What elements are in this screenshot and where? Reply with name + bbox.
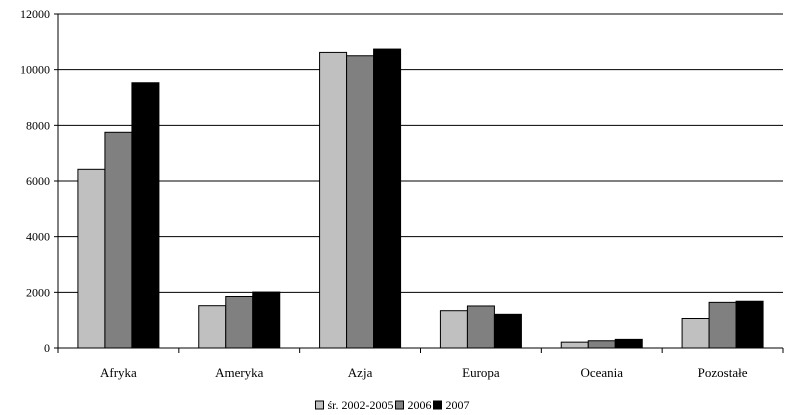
legend-swatch (395, 400, 404, 410)
bar (198, 305, 227, 349)
bar (104, 131, 133, 349)
bar (681, 317, 710, 349)
bar (77, 168, 106, 349)
y-tick-label: 8000 (26, 118, 50, 132)
x-tick-label: Oceania (580, 365, 623, 380)
y-axis-ticks: 0 2000 4000 6000 8000 10000 12000 (20, 7, 58, 355)
x-axis-ticks: Afryka Ameryka Azja Europa Oceania Pozostałe (57, 348, 784, 380)
x-tick-label: Afryka (100, 365, 137, 380)
bar (587, 340, 616, 349)
bar-series (77, 48, 764, 349)
bar (225, 296, 254, 349)
legend-label: 2006 (408, 398, 432, 412)
bar (373, 48, 402, 349)
x-tick-label: Ameryka (215, 365, 264, 380)
y-tick-label: 10000 (20, 63, 50, 77)
bar (493, 313, 522, 349)
x-tick-label: Pozostałe (698, 365, 748, 380)
bar (439, 310, 468, 349)
y-tick-label: 12000 (20, 7, 50, 21)
x-tick-label: Azja (348, 365, 373, 380)
bar (560, 341, 589, 349)
bar (614, 338, 643, 349)
bar (735, 300, 764, 349)
y-tick-label: 6000 (26, 174, 50, 188)
y-tick-label: 4000 (26, 230, 50, 244)
legend-swatch (433, 400, 442, 410)
legend-label: śr. 2002-2005 (328, 398, 394, 412)
bar (346, 55, 375, 349)
gridlines (58, 13, 783, 293)
bar (319, 51, 348, 349)
y-tick-label: 2000 (26, 285, 50, 299)
x-tick-label: Europa (462, 365, 500, 380)
legend-swatch (315, 400, 324, 410)
y-tick-label: 0 (44, 341, 50, 355)
bar (708, 301, 737, 349)
bar (131, 82, 160, 349)
legend: śr. 2002-2005 2006 2007 (315, 398, 470, 412)
legend-label: 2007 (446, 398, 470, 412)
bar (252, 291, 281, 349)
bar (466, 305, 495, 349)
